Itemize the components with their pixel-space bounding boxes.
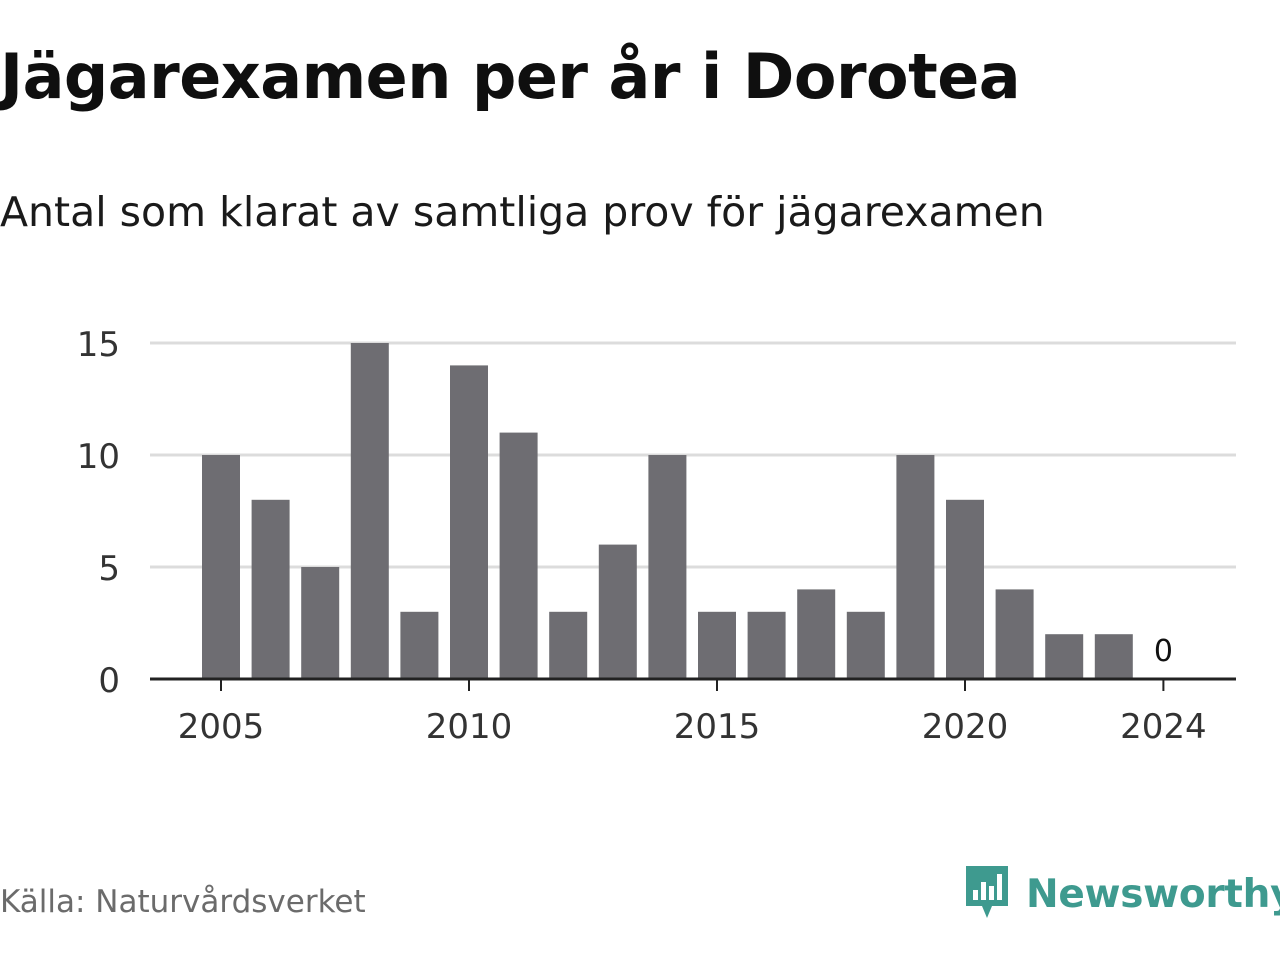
chart-subtitle: Antal som klarat av samtliga prov för jä… <box>0 188 1045 236</box>
bar-2015 <box>698 611 736 679</box>
bar-2005 <box>202 455 240 679</box>
bar-2016 <box>747 611 786 679</box>
source-note: Källa: Naturvårdsverket <box>0 884 366 920</box>
axes <box>150 677 1236 691</box>
bar-2006 <box>251 499 290 679</box>
bar-2012 <box>549 611 588 679</box>
y-tick-label: 5 <box>98 549 120 589</box>
bar-2013 <box>598 544 637 679</box>
bar-2021 <box>995 589 1034 679</box>
y-tick-label: 10 <box>77 437 120 477</box>
x-tick-label: 2015 <box>674 707 761 747</box>
chart-title: Jägarexamen per år i Dorotea <box>0 40 1021 113</box>
bar-2009 <box>400 611 439 679</box>
newsworthy-logo-icon <box>962 862 1012 926</box>
bar-2008 <box>350 343 389 679</box>
tick-labels: 0 5 10 15 0 2005 2010 2015 2020 2024 <box>77 325 1207 747</box>
bar-2018 <box>846 611 885 679</box>
brand-logo: Newsworthy <box>962 862 1280 926</box>
bars <box>202 343 1133 679</box>
bar-2023 <box>1094 634 1133 679</box>
x-tick-label: 2005 <box>178 707 265 747</box>
y-tick-label: 0 <box>98 661 120 701</box>
data-label-2024: 0 <box>1154 634 1173 669</box>
y-tick-label: 15 <box>77 325 120 365</box>
x-tick-label: 2010 <box>426 707 513 747</box>
gridlines <box>150 341 1236 569</box>
bar-2011 <box>499 432 538 679</box>
x-tick-label: 2024 <box>1120 707 1207 747</box>
bar-2014 <box>648 455 687 679</box>
bar-2022 <box>1045 634 1084 679</box>
bar-2020 <box>946 499 984 679</box>
x-tick-label: 2020 <box>922 707 1009 747</box>
bar-2010 <box>450 365 488 679</box>
bar-2019 <box>896 455 935 679</box>
bar-2007 <box>301 567 340 679</box>
bar-2017 <box>797 589 836 679</box>
brand-name: Newsworthy <box>1026 871 1280 917</box>
